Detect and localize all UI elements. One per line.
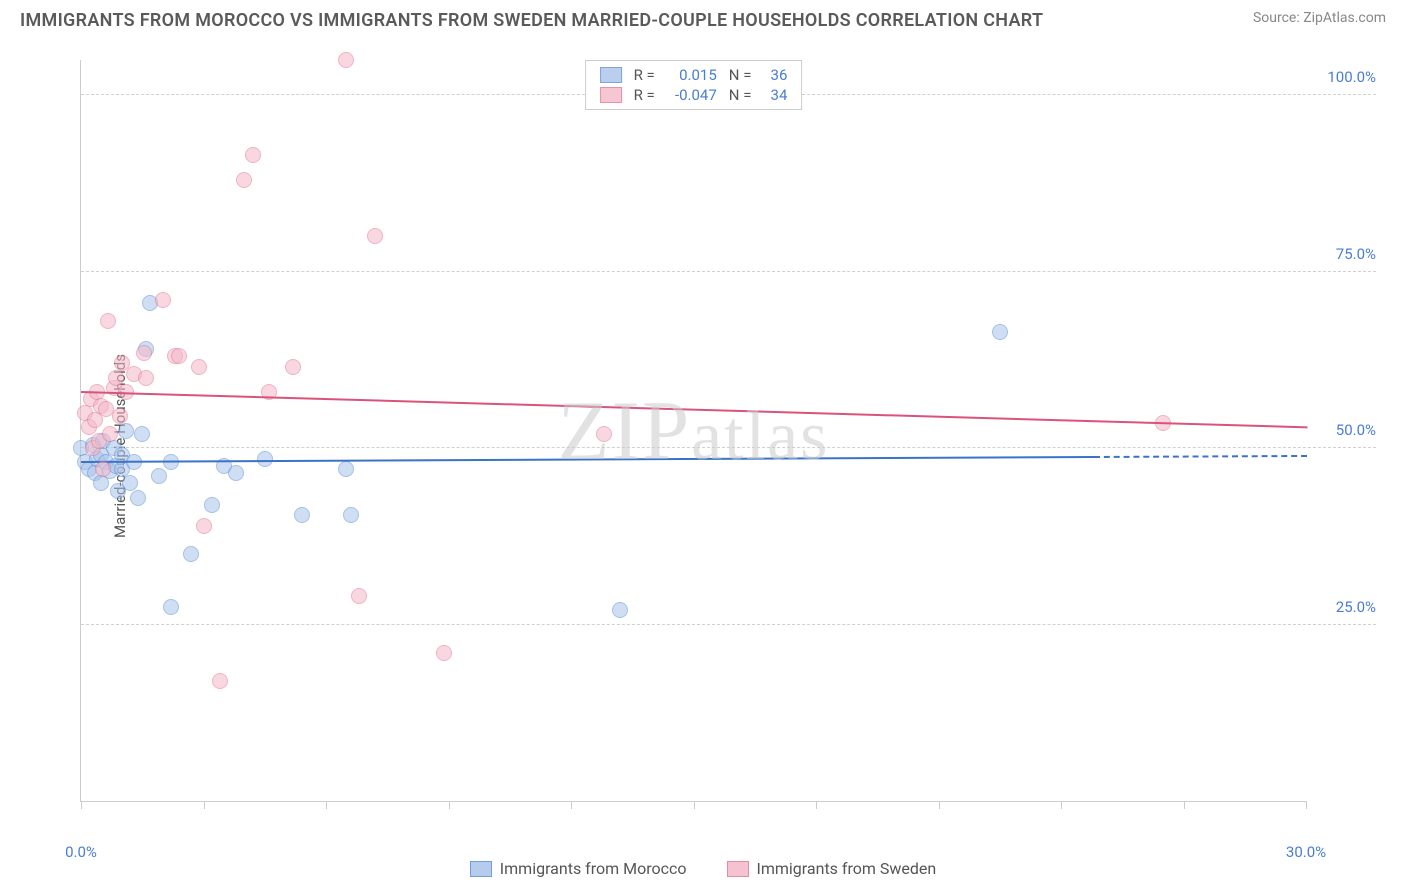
chart-area: Married-couple Households ZIPatlas R =0.…	[50, 60, 1376, 832]
n-label: N =	[729, 86, 752, 104]
gridline	[81, 271, 1376, 272]
data-point	[155, 292, 171, 308]
legend-swatch	[470, 861, 492, 877]
data-point	[338, 52, 354, 68]
legend-label: Immigrants from Sweden	[757, 859, 937, 878]
trend-line	[81, 456, 1094, 463]
data-point	[285, 359, 301, 375]
data-point	[138, 370, 154, 386]
data-point	[183, 546, 199, 562]
data-point	[236, 172, 252, 188]
data-point	[102, 426, 118, 442]
legend-item: Immigrants from Morocco	[470, 859, 687, 878]
data-point	[228, 465, 244, 481]
x-tick	[694, 801, 695, 809]
data-point	[612, 602, 628, 618]
data-point	[992, 324, 1008, 340]
y-tick-label: 50.0%	[1316, 421, 1376, 439]
data-point	[343, 507, 359, 523]
x-tick	[571, 801, 572, 809]
legend-row: R = -0.047 N = 34	[600, 85, 788, 105]
x-tick	[81, 801, 82, 809]
data-point	[257, 451, 273, 467]
data-point	[112, 408, 128, 424]
legend-item: Immigrants from Sweden	[727, 859, 937, 878]
legend-label: Immigrants from Morocco	[500, 859, 687, 878]
chart-title: IMMIGRANTS FROM MOROCCO VS IMMIGRANTS FR…	[20, 10, 1043, 31]
series-legend: Immigrants from Morocco Immigrants from S…	[0, 859, 1406, 878]
data-point	[191, 359, 207, 375]
x-tick	[816, 801, 817, 809]
trend-line	[81, 391, 1307, 428]
data-point	[151, 468, 167, 484]
y-tick-label: 25.0%	[1316, 598, 1376, 616]
gridline	[81, 447, 1376, 448]
legend-swatch	[600, 67, 622, 83]
data-point	[245, 147, 261, 163]
legend-row: R = 0.015 N = 36	[600, 65, 788, 85]
data-point	[130, 490, 146, 506]
n-label: N =	[729, 66, 752, 84]
data-point	[136, 345, 152, 361]
x-tick	[1061, 801, 1062, 809]
x-tick	[326, 801, 327, 809]
n-value: 36	[763, 66, 787, 84]
y-tick-label: 100.0%	[1316, 68, 1376, 86]
data-point	[171, 348, 187, 364]
data-point	[134, 426, 150, 442]
trend-line-extrapolated	[1094, 455, 1307, 458]
r-label: R =	[634, 66, 655, 84]
x-tick	[939, 801, 940, 809]
data-point	[351, 588, 367, 604]
data-point	[294, 507, 310, 523]
legend-swatch	[600, 87, 622, 103]
gridline	[81, 624, 1376, 625]
x-tick	[1306, 801, 1307, 809]
data-point	[100, 313, 116, 329]
legend-swatch	[727, 861, 749, 877]
n-value: 34	[763, 86, 787, 104]
y-tick-label: 75.0%	[1316, 245, 1376, 263]
data-point	[367, 228, 383, 244]
plot-region: ZIPatlas R =0.015N =36R =-0.047N =34 25.…	[80, 60, 1306, 802]
correlation-legend: R = 0.015 N = 36 R = -0.047 N = 34	[585, 60, 803, 110]
source-attribution: Source: ZipAtlas.com	[1253, 10, 1386, 26]
data-point	[108, 370, 124, 386]
r-label: R =	[634, 86, 655, 104]
x-tick	[204, 801, 205, 809]
data-point	[163, 599, 179, 615]
r-value: 0.015	[667, 66, 717, 84]
data-point	[338, 461, 354, 477]
data-point	[118, 423, 134, 439]
x-tick	[1184, 801, 1185, 809]
data-point	[204, 497, 220, 513]
x-tick	[449, 801, 450, 809]
data-point	[212, 673, 228, 689]
data-point	[95, 461, 111, 477]
data-point	[196, 518, 212, 534]
r-value: -0.047	[667, 86, 717, 104]
data-point	[596, 426, 612, 442]
data-point	[436, 645, 452, 661]
